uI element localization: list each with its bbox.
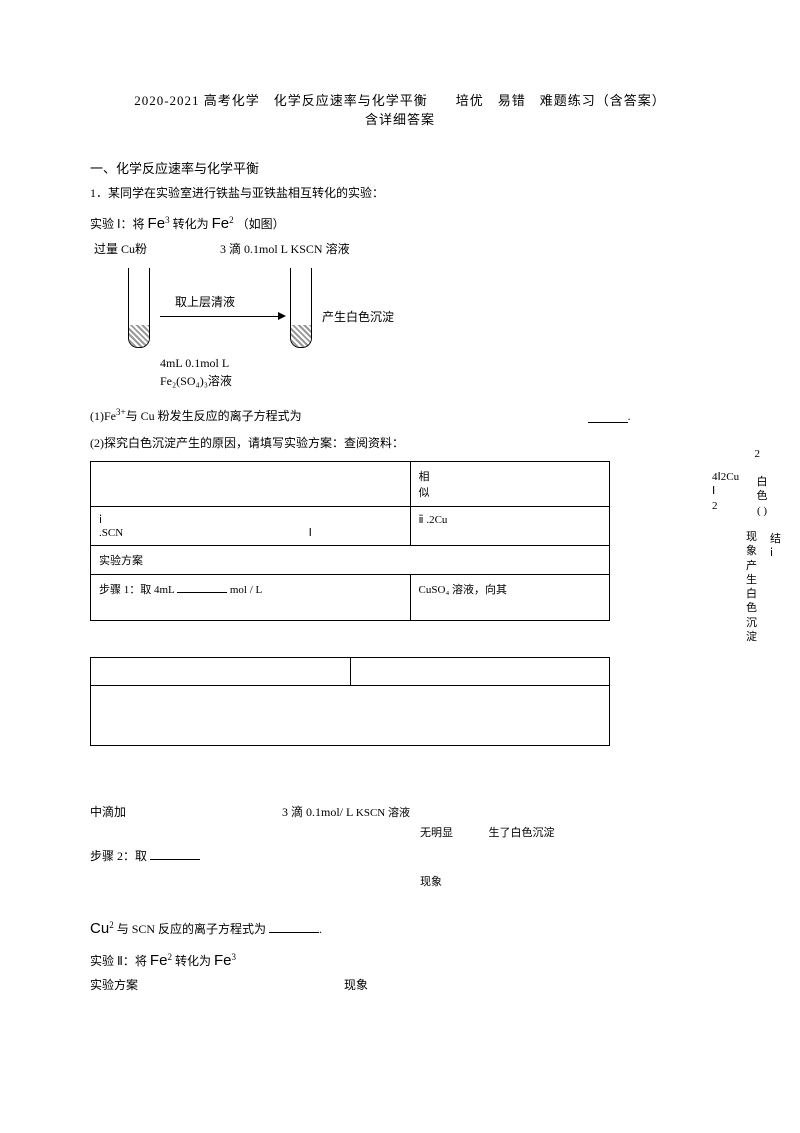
t1-r1c2-b: 似	[419, 487, 430, 499]
float-col-4i2cu: 4Ⅰ2Cu Ⅰ 2	[712, 470, 752, 513]
document-title: 2020-2021 高考化学 化学反应速率与化学平衡 培优 易错 难题练习（含答…	[90, 90, 710, 128]
t1-r3: 实验方案	[91, 545, 610, 574]
q1-1-sup: 3+	[116, 407, 126, 417]
experiment-table-1: 相 似 ⅰ .SCN Ⅰ ⅱ .2Cu 实验方案 步骤 1：取 4mL mol …	[90, 461, 610, 621]
exp2-fe3: Fe	[214, 952, 232, 969]
float-col-phenomenon: 现 象 产 生 白 色 沉 淀	[746, 530, 760, 644]
exp1-suffix: （如图）	[237, 217, 285, 231]
t2-r1c1	[91, 657, 351, 685]
diagram-take-upper: 取上层清液	[175, 293, 235, 310]
step-2-line: 步骤 2：取	[90, 846, 710, 868]
step2-text: 步骤 2：取	[90, 849, 147, 863]
title-line-1: 2020-2021 高考化学 化学反应速率与化学平衡 培优 易错 难题练习（含答…	[90, 90, 710, 109]
experiment-2-label: 实验 Ⅱ：将 Fe2 转化为 Fe3	[90, 952, 710, 969]
exp1-prefix: 实验 Ⅰ：将	[90, 217, 145, 231]
drop-a: 中滴加	[90, 805, 126, 819]
question-1-2: (2)探究白色沉淀产生的原因，请填写实验方案：查阅资料：	[90, 433, 710, 455]
answer-blank-1[interactable]	[588, 411, 628, 423]
t1-r2c1-a: ⅰ	[99, 514, 102, 526]
q1-1-rest: 与 Cu 粉发生反应的离子方程式为	[126, 409, 302, 423]
q1-intro: 1．某同学在实验室进行铁盐与亚铁盐相互转化的实验：	[90, 183, 710, 205]
phenomenon-label-1: 现象	[420, 873, 710, 889]
title-line-2: 含详细答案	[90, 109, 710, 128]
t1-r1c2: 相 似	[410, 461, 609, 506]
t1-r4c2: CuSO₄ 溶液，向其	[410, 574, 609, 620]
t1-r1c1	[91, 461, 411, 506]
t1-r4c1-a: 步骤 1：取 4mL	[99, 584, 174, 596]
experiment-1-label: 实验 Ⅰ：将 Fe3 转化为 Fe2 （如图）	[90, 215, 710, 232]
experiment-diagram: 过量 Cu粉 3 滴 0.1mol L KSCN 溶液 取上层清液 产生白色沉淀…	[90, 238, 410, 398]
drop-b: 3 滴 0.1mol/ L	[282, 805, 353, 819]
float-num-2: 2	[755, 447, 761, 461]
fe2-charge: 2	[229, 215, 234, 225]
diagram-arrow-head	[278, 312, 286, 320]
exp1-mid: 转化为	[173, 217, 209, 231]
t1-r1c2-a: 相	[419, 471, 430, 483]
answer-blank-step2[interactable]	[150, 848, 200, 860]
answer-blank-cu2[interactable]	[269, 921, 319, 933]
exp2-prefix: 实验 Ⅱ：将	[90, 954, 147, 968]
cu2-symbol: Cu	[90, 920, 109, 937]
test-tube-right	[290, 268, 312, 348]
t1-r4c1: 步骤 1：取 4mL mol / L	[91, 574, 411, 620]
drop-line: 中滴加 3 滴 0.1mol/ L KSCN 溶液	[90, 802, 710, 824]
experiment-table-2	[90, 657, 610, 746]
cu2-sup: 2	[109, 920, 114, 930]
answer-blank-mol[interactable]	[177, 581, 227, 593]
drop-d: 无明显	[420, 827, 453, 839]
test-tube-left	[128, 268, 150, 348]
t1-r2c1-b: .SCN	[99, 527, 123, 539]
diagram-feso4-2: Fe₂(SO₄)₃溶液	[160, 372, 232, 389]
t1-r2c1-c: Ⅰ	[309, 527, 312, 539]
float-col-conclusion: 结ⅰ	[770, 532, 784, 561]
exp2-fe3-sup: 3	[231, 952, 236, 962]
float-col-white: 白 色 ( )	[752, 475, 772, 518]
section-heading: 一、化学反应速率与化学平衡	[90, 158, 710, 177]
exp2-mid: 转化为	[175, 954, 211, 968]
diagram-arrow	[160, 316, 280, 317]
exp2-col-b: 现象	[344, 978, 368, 992]
cu2-rest: 与 SCN 反应的离子方程式为	[117, 922, 266, 936]
exp2-col-a: 实验方案	[90, 978, 138, 992]
cu2-equation-line: Cu2 与 SCN 反应的离子方程式为 .	[90, 915, 710, 942]
q1-1-prefix: (1)Fe	[90, 409, 116, 423]
fe2-symbol: Fe	[212, 215, 230, 232]
diagram-cu-powder: 过量 Cu粉	[94, 240, 147, 257]
drop-e: 生了白色沉淀	[489, 827, 555, 839]
t1-r4c1-b: mol / L	[230, 584, 262, 596]
diagram-kscn: 3 滴 0.1mol L KSCN 溶液	[220, 240, 350, 257]
t1-r2c1: ⅰ .SCN Ⅰ	[91, 506, 411, 545]
fe3-charge: 3	[165, 215, 170, 225]
exp2-fe2-sup: 2	[167, 952, 172, 962]
t2-r2	[91, 685, 610, 745]
drop-sub-line: 无明显 生了白色沉淀	[420, 824, 710, 840]
fe3-symbol: Fe	[148, 215, 166, 232]
diagram-white-precip: 产生白色沉淀	[322, 308, 394, 325]
t2-r1c2	[350, 657, 610, 685]
question-1-1: (1)Fe3+与 Cu 粉发生反应的离子方程式为 .	[90, 404, 710, 428]
drop-c: KSCN 溶液	[356, 807, 410, 819]
experiment-2-headers: 实验方案 现象	[90, 975, 710, 997]
diagram-feso4-1: 4mL 0.1mol L	[160, 356, 229, 371]
t1-r2c2: ⅱ .2Cu	[410, 506, 609, 545]
exp2-fe2: Fe	[150, 952, 168, 969]
